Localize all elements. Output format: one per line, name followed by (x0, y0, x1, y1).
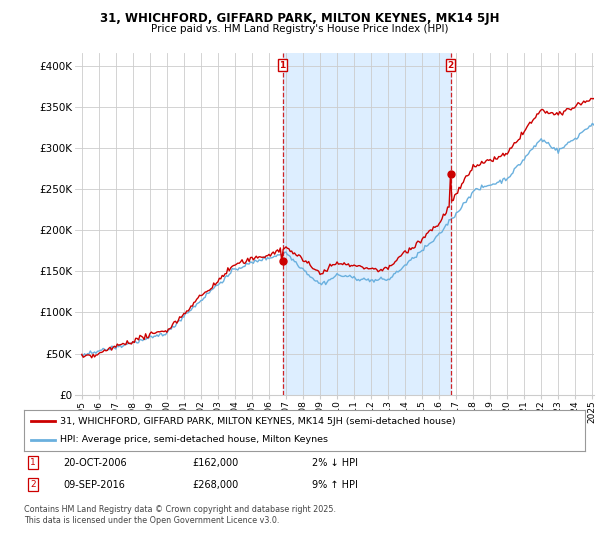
Text: 31, WHICHFORD, GIFFARD PARK, MILTON KEYNES, MK14 5JH (semi-detached house): 31, WHICHFORD, GIFFARD PARK, MILTON KEYN… (61, 417, 456, 426)
Text: Contains HM Land Registry data © Crown copyright and database right 2025.
This d: Contains HM Land Registry data © Crown c… (24, 505, 336, 525)
Text: 1: 1 (30, 458, 36, 466)
Text: 2: 2 (448, 60, 454, 69)
Text: 20-OCT-2006: 20-OCT-2006 (63, 458, 127, 468)
Text: Price paid vs. HM Land Registry's House Price Index (HPI): Price paid vs. HM Land Registry's House … (151, 24, 449, 34)
Text: HPI: Average price, semi-detached house, Milton Keynes: HPI: Average price, semi-detached house,… (61, 436, 328, 445)
Text: 2: 2 (30, 480, 36, 489)
Text: 9% ↑ HPI: 9% ↑ HPI (312, 480, 358, 490)
Text: 2% ↓ HPI: 2% ↓ HPI (312, 458, 358, 468)
Text: 31, WHICHFORD, GIFFARD PARK, MILTON KEYNES, MK14 5JH: 31, WHICHFORD, GIFFARD PARK, MILTON KEYN… (100, 12, 500, 25)
Text: 1: 1 (280, 60, 286, 69)
Text: £162,000: £162,000 (192, 458, 238, 468)
Bar (283, 53, 451, 395)
Text: 09-SEP-2016: 09-SEP-2016 (63, 480, 125, 490)
Text: £268,000: £268,000 (192, 480, 238, 490)
